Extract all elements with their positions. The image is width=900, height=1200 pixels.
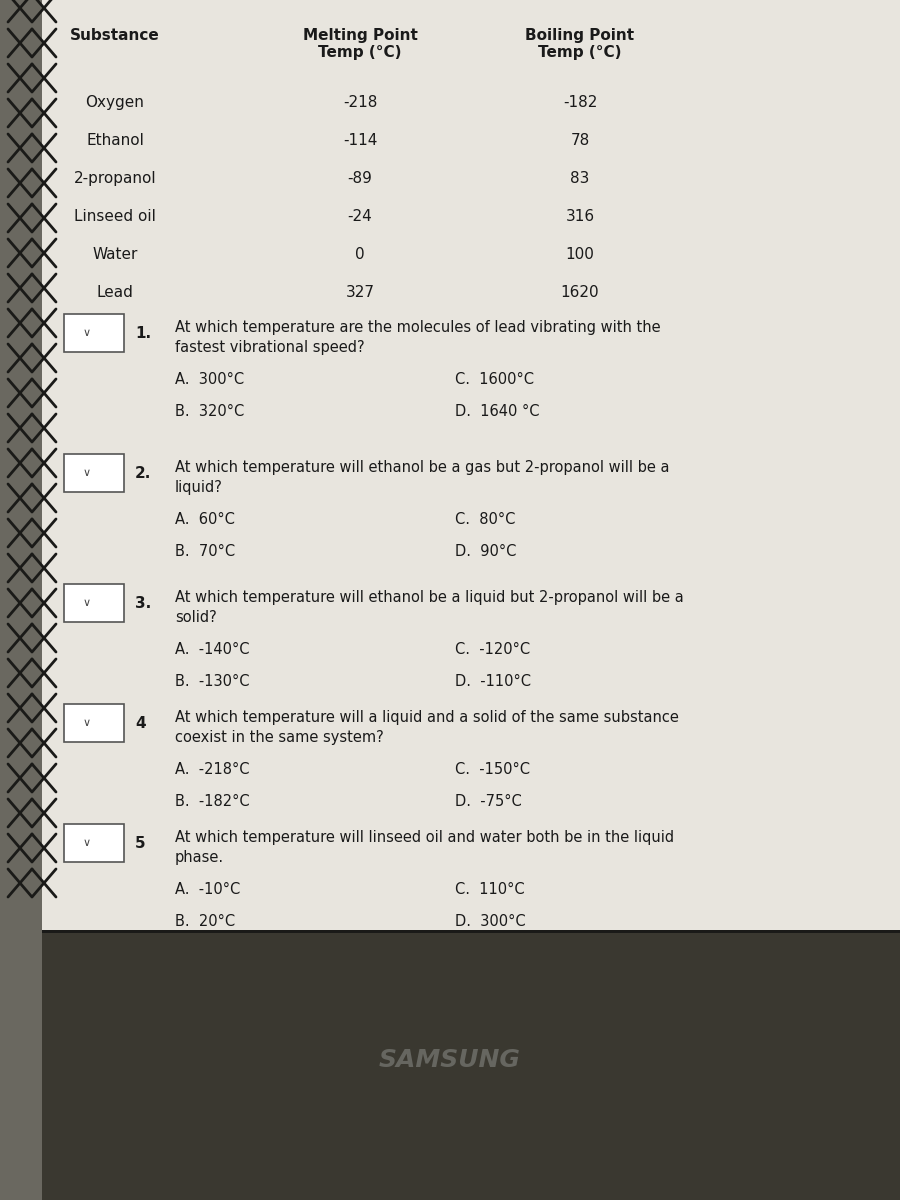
Text: Ethanol: Ethanol [86,133,144,148]
Text: 4: 4 [135,715,146,731]
Text: B.  -182°C: B. -182°C [175,794,249,809]
Text: B.  320°C: B. 320°C [175,404,244,419]
Text: A.  -140°C: A. -140°C [175,642,249,658]
FancyBboxPatch shape [64,824,124,862]
Text: 327: 327 [346,284,374,300]
Text: 2.: 2. [135,466,151,480]
Text: B.  20°C: B. 20°C [175,914,235,929]
Text: 78: 78 [571,133,590,148]
Text: 0: 0 [356,247,364,262]
Text: C.  110°C: C. 110°C [455,882,525,898]
Text: D.  -75°C: D. -75°C [455,794,522,809]
Text: 316: 316 [565,209,595,224]
Text: D.  -110°C: D. -110°C [455,674,531,689]
Text: Water: Water [93,247,138,262]
Text: A.  60°C: A. 60°C [175,512,235,527]
Text: At which temperature will ethanol be a gas but 2-propanol will be a
liquid?: At which temperature will ethanol be a g… [175,460,670,496]
Text: ∨: ∨ [83,718,91,728]
Text: C.  -150°C: C. -150°C [455,762,530,778]
FancyBboxPatch shape [64,454,124,492]
Text: -89: -89 [347,170,373,186]
Text: At which temperature will ethanol be a liquid but 2-propanol will be a
solid?: At which temperature will ethanol be a l… [175,590,684,625]
Text: -114: -114 [343,133,377,148]
Text: 1620: 1620 [561,284,599,300]
Text: At which temperature will a liquid and a solid of the same substance
coexist in : At which temperature will a liquid and a… [175,710,679,745]
Text: C.  1600°C: C. 1600°C [455,372,534,386]
Bar [38,0,900,930]
Text: -182: -182 [562,95,598,110]
Text: -218: -218 [343,95,377,110]
Text: 83: 83 [571,170,590,186]
Text: A.  300°C: A. 300°C [175,372,244,386]
Text: 100: 100 [565,247,594,262]
Text: C.  80°C: C. 80°C [455,512,516,527]
Text: Linseed oil: Linseed oil [74,209,156,224]
Text: D.  1640 °C: D. 1640 °C [455,404,539,419]
Text: -24: -24 [347,209,373,224]
Text: D.  90°C: D. 90°C [455,544,517,559]
Text: B.  70°C: B. 70°C [175,544,235,559]
Text: Oxygen: Oxygen [86,95,144,110]
Text: ∨: ∨ [83,838,91,848]
Text: At which temperature will linseed oil and water both be in the liquid
phase.: At which temperature will linseed oil an… [175,830,674,865]
Text: D.  300°C: D. 300°C [455,914,526,929]
Text: Boiling Point
Temp (°C): Boiling Point Temp (°C) [526,28,634,60]
Text: C.  -120°C: C. -120°C [455,642,530,658]
Text: A.  -10°C: A. -10°C [175,882,240,898]
Text: At which temperature are the molecules of lead vibrating with the
fastest vibrat: At which temperature are the molecules o… [175,320,661,355]
FancyBboxPatch shape [64,704,124,742]
Text: Substance: Substance [70,28,160,43]
Text: Melting Point
Temp (°C): Melting Point Temp (°C) [302,28,418,60]
Text: ∨: ∨ [83,468,91,478]
Text: A.  -218°C: A. -218°C [175,762,249,778]
Text: 5: 5 [135,835,146,851]
Text: Lead: Lead [96,284,133,300]
FancyBboxPatch shape [64,584,124,622]
Text: 1.: 1. [135,325,151,341]
Text: 3.: 3. [135,595,151,611]
Bar [0,930,900,1200]
FancyBboxPatch shape [64,314,124,352]
Text: 2-propanol: 2-propanol [74,170,157,186]
Text: ∨: ∨ [83,328,91,338]
Bar [0,925,900,934]
Text: B.  -130°C: B. -130°C [175,674,249,689]
Text: SAMSUNG: SAMSUNG [379,1048,521,1072]
Text: ∨: ∨ [83,598,91,608]
Bar [0,0,42,1200]
